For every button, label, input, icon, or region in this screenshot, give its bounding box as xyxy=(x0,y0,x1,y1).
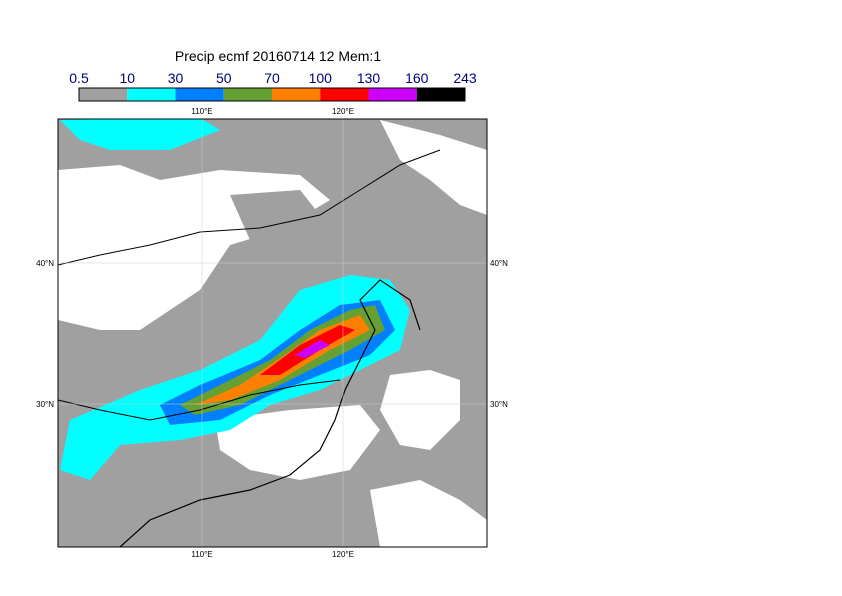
light-rain xyxy=(60,119,220,150)
river xyxy=(58,379,341,421)
dry-area xyxy=(380,120,487,215)
colorbar-label: 243 xyxy=(453,70,477,86)
colorbar-label: 130 xyxy=(357,70,381,86)
colorbar-label: 70 xyxy=(264,70,280,86)
title: Precip ecmf 20160714 12 Mem:1 xyxy=(175,48,381,64)
colorbar-label: 50 xyxy=(216,70,232,86)
dry-area xyxy=(370,480,487,547)
colorbar-segment xyxy=(272,88,321,101)
colorbar-frame xyxy=(78,87,466,102)
colorbar-segment xyxy=(79,88,128,101)
colorbar-segment xyxy=(127,88,176,101)
colorbar-segment xyxy=(223,88,272,101)
colorbar-segment xyxy=(320,88,369,101)
rain-band xyxy=(295,340,330,358)
colorbar-label: 160 xyxy=(405,70,429,86)
colorbar-segment xyxy=(175,88,224,101)
colorbar-segment xyxy=(368,88,417,101)
colorbar-label: 10 xyxy=(119,70,135,86)
colorbar-label: 30 xyxy=(168,70,184,86)
colorbar-label: 0.5 xyxy=(69,70,89,86)
dry-area xyxy=(380,370,460,450)
lat-label: 40°N xyxy=(490,259,508,268)
dry-area xyxy=(215,405,380,480)
lat-label: 30°N xyxy=(490,400,508,409)
lon-label: 110°E xyxy=(191,550,212,559)
border xyxy=(58,149,441,266)
map xyxy=(58,119,487,547)
map-frame xyxy=(57,118,488,548)
lon-label: 120°E xyxy=(332,550,354,559)
colorbar-label: 100 xyxy=(309,70,333,86)
colorbar-segment xyxy=(416,88,465,101)
colorbar: 0.5 10 30 50 70 100 130 160 243 xyxy=(69,70,477,102)
coastline xyxy=(119,279,421,547)
lat-label: 30°N xyxy=(36,400,54,409)
precip-area xyxy=(230,190,320,240)
lon-label: 110°E xyxy=(191,107,212,116)
lat-label: 40°N xyxy=(36,259,54,268)
lon-label: 120°E xyxy=(332,107,354,116)
